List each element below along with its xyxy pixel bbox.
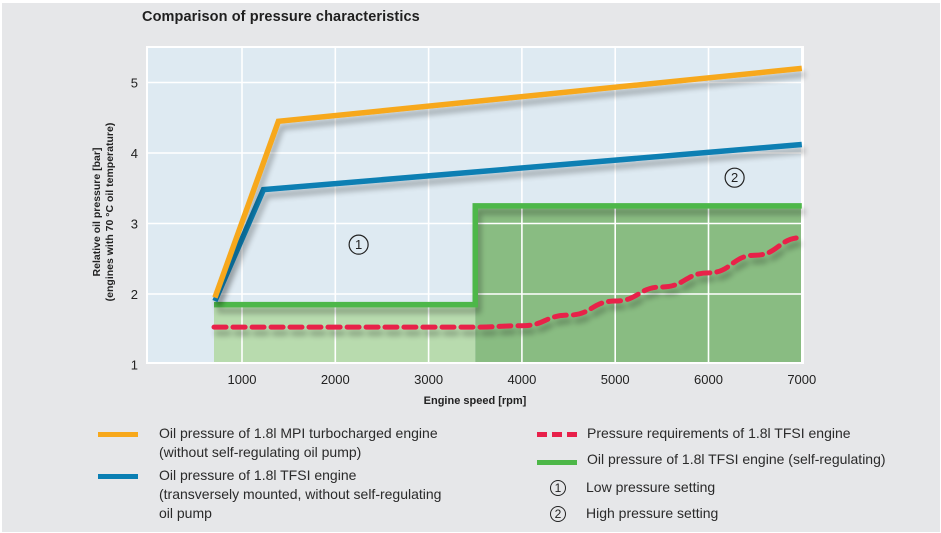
region-marker-2-icon <box>724 167 745 188</box>
legend-label-sub2: oil pump <box>159 505 212 521</box>
legend-label: Oil pressure of 1.8l TFSI engine (self-r… <box>587 451 886 467</box>
legend-label-sub: (transversely mounted, without self-regu… <box>159 486 442 502</box>
y-tick-label: 5 <box>131 76 138 91</box>
legend-swatch-green <box>537 460 577 465</box>
x-tick-label: 7000 <box>787 372 816 387</box>
x-tick-label: 3000 <box>414 372 443 387</box>
legend-label: High pressure setting <box>586 505 719 521</box>
legend-label-sub: (without self-regulating oil pump) <box>159 444 362 460</box>
series-line-self-regulating <box>214 203 802 308</box>
legend-item-low-pressure: 1 Low pressure setting <box>550 478 715 497</box>
x-tick-label: 6000 <box>694 372 723 387</box>
x-tick-label: 2000 <box>321 372 350 387</box>
region-marker-2-label: 2 <box>731 170 738 185</box>
y-axis-title: Relative oil pressure [bar] (engines wit… <box>91 123 117 302</box>
series-line-tfsi <box>212 141 803 303</box>
legend-label: Low pressure setting <box>586 479 716 495</box>
legend-label: Oil pressure of 1.8l TFSI engine <box>159 467 357 483</box>
legend-swatch-blue <box>98 474 138 479</box>
marker-2-icon: 2 <box>550 506 566 522</box>
region-marker-1-label: 1 <box>355 237 362 252</box>
region-marker-1-icon <box>348 234 369 255</box>
legend-item-self-regulating: Oil pressure of 1.8l TFSI engine (self-r… <box>537 450 886 469</box>
region-high-pressure <box>475 205 802 362</box>
y-tick-label: 2 <box>131 287 138 302</box>
series-line-requirements <box>211 235 805 330</box>
legend-label: Pressure requirements of 1.8l TFSI engin… <box>587 425 851 441</box>
y-axis-title-line2: (engines with 70 °C oil temperature) <box>104 122 116 302</box>
legend-text-tfsi: Oil pressure of 1.8l TFSI engine (transv… <box>159 466 441 523</box>
y-axis-title-line1: Relative oil pressure [bar] <box>91 147 103 277</box>
x-tick-label: 5000 <box>601 372 630 387</box>
x-tick-label: 1000 <box>228 372 257 387</box>
legend-item-high-pressure: 2 High pressure setting <box>550 504 718 523</box>
x-tick-label: 4000 <box>507 372 536 387</box>
legend-swatch-orange <box>98 432 138 437</box>
legend-label: Oil pressure of 1.8l MPI turbocharged en… <box>159 425 438 441</box>
marker-1-icon: 1 <box>550 480 566 496</box>
series-line-mpi <box>212 65 803 299</box>
y-tick-label: 4 <box>131 146 138 161</box>
legend-swatch-red-dashed <box>537 432 577 437</box>
chart-title: Comparison of pressure characteristics <box>142 9 420 25</box>
y-tick-label: 3 <box>131 217 138 232</box>
legend-item-tfsi: Oil pressure of 1.8l TFSI engine (transv… <box>98 466 441 523</box>
legend-item-mpi: Oil pressure of 1.8l MPI turbocharged en… <box>98 424 438 462</box>
x-axis-title: Engine speed [rpm] <box>424 395 527 407</box>
y-tick-label: 1 <box>131 358 138 373</box>
legend-text-mpi: Oil pressure of 1.8l MPI turbocharged en… <box>159 424 438 462</box>
region-low-pressure <box>214 304 476 362</box>
legend-item-requirements: Pressure requirements of 1.8l TFSI engin… <box>537 424 851 443</box>
